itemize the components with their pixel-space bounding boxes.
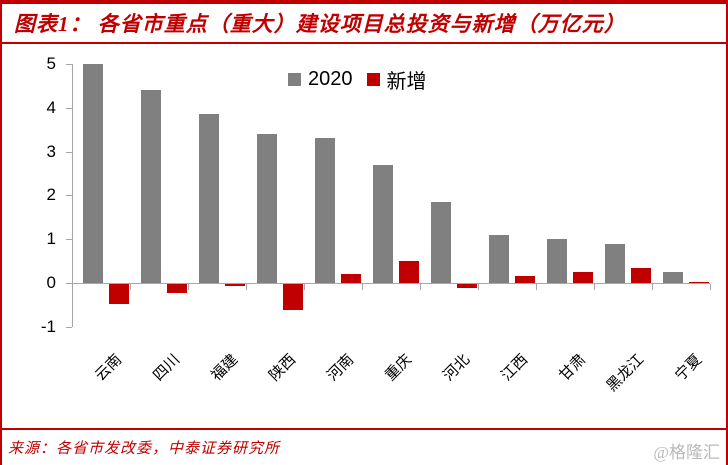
legend-swatch-new <box>366 73 380 86</box>
x-tick-mark <box>304 284 305 290</box>
bar-new <box>515 276 535 283</box>
watermark: @格隆汇 <box>653 443 720 462</box>
bar-new <box>689 281 709 283</box>
bar-2020 <box>489 234 509 283</box>
bar-new <box>341 274 361 283</box>
bar-new <box>399 261 419 283</box>
y-tick-mark <box>66 326 72 328</box>
legend-swatch-2020 <box>288 73 301 86</box>
y-tick-label: -1 <box>40 316 56 336</box>
right-red-border <box>726 0 728 465</box>
page-title: 图表1： 各省市重点（重大）建设项目总投资与新增（万亿元） <box>14 12 626 36</box>
bar-2020 <box>141 90 161 283</box>
x-tick-mark <box>594 284 595 290</box>
y-tick-mark <box>66 151 72 153</box>
y-tick-mark <box>66 64 72 65</box>
y-tick-mark <box>66 239 72 241</box>
source-note: 来源：各省市发改委，中泰证券研究所 <box>8 441 281 457</box>
bar-2020 <box>199 114 219 283</box>
x-tick-mark <box>246 284 247 290</box>
bar-2020 <box>605 243 625 283</box>
bar-2020 <box>83 64 103 283</box>
bar-new <box>109 284 129 304</box>
bar-2020 <box>257 134 277 283</box>
x-tick-mark <box>72 284 73 290</box>
x-tick-mark <box>362 284 363 290</box>
x-tick-mark <box>652 284 653 290</box>
y-tick-label: 1 <box>46 229 56 249</box>
bar-2020 <box>663 272 683 283</box>
y-tick-mark <box>66 107 72 109</box>
bar-new <box>283 284 303 311</box>
x-tick-mark <box>478 284 479 290</box>
legend-label-new: 新增 <box>386 71 427 93</box>
y-tick-mark <box>66 195 72 197</box>
left-red-border <box>0 0 2 465</box>
legend-label-2020: 2020 <box>308 68 353 90</box>
y-tick-label: 0 <box>46 273 56 292</box>
y-tick-label: 2 <box>46 185 56 205</box>
x-tick-mark <box>420 284 421 290</box>
bar-2020 <box>431 201 451 283</box>
bar-2020 <box>547 239 567 283</box>
title-underline-rule <box>0 42 728 44</box>
y-tick-label: 5 <box>46 54 56 73</box>
x-tick-mark <box>188 284 189 290</box>
bar-new <box>573 272 593 283</box>
bottom-red-rule <box>0 428 728 430</box>
chart-legend: 2020 新增 <box>288 65 427 94</box>
bar-chart: 2020 新增 5 4 3 2 1 0 -1 云南 四川 福建 陕西 河南 重庆 河北 江西 甘肃 黑龙江 宁夏 <box>40 54 711 395</box>
y-axis-line <box>72 64 73 327</box>
bar-2020 <box>315 138 335 283</box>
y-tick-label: 4 <box>46 97 56 117</box>
bar-new <box>631 267 651 283</box>
legend-item-2020: 2020 <box>288 68 353 91</box>
bar-new <box>167 284 187 293</box>
x-axis-line <box>72 283 710 284</box>
legend-item-new: 新增 <box>366 65 427 94</box>
bar-new <box>225 284 245 286</box>
bar-2020 <box>373 164 393 283</box>
x-tick-mark <box>130 284 131 290</box>
x-tick-mark <box>710 284 711 290</box>
y-tick-label: 3 <box>46 141 56 161</box>
bar-new <box>457 284 477 289</box>
x-tick-mark <box>536 284 537 290</box>
top-red-rule <box>0 0 728 4</box>
y-tick-mark <box>66 283 72 284</box>
